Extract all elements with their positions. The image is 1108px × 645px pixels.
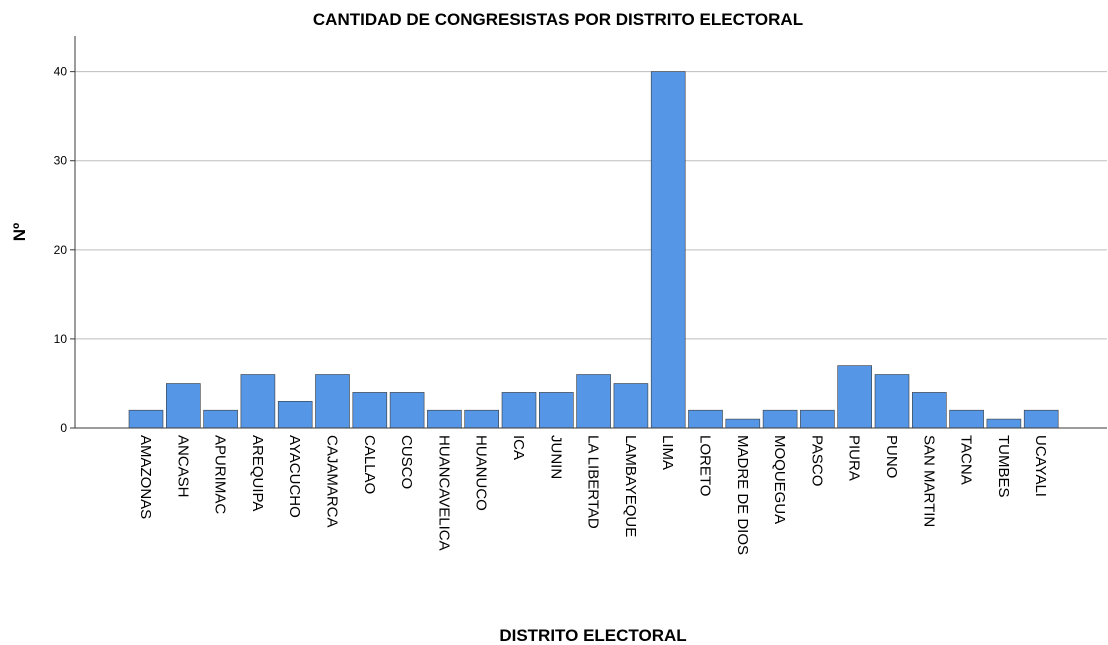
x-tick-label: CUSCO [398, 435, 415, 489]
x-tick-label: LIMA [659, 435, 676, 470]
x-tick-label: ANCASH [174, 435, 191, 498]
bar-loreto [688, 409, 723, 429]
x-tick-label: TACNA [958, 435, 975, 485]
x-tick-label: JUNIN [547, 435, 564, 479]
x-tick-label: HUANUCO [473, 435, 490, 511]
gridlines [75, 71, 1107, 340]
bar-cajamarca [315, 374, 350, 429]
bar-madre-de-dios [725, 418, 761, 429]
x-tick-label: TUMBES [995, 435, 1012, 498]
x-tick-label: CAJAMARCA [324, 435, 341, 528]
x-tick-labels: AMAZONAS ANCASH APURIMAC AREQUIPA AYACUCHO CA… [137, 435, 1049, 555]
x-tick-label: AMAZONAS [137, 435, 154, 519]
bar-pasco [800, 409, 835, 429]
x-tick-label: HUANCAVELICA [435, 435, 452, 551]
bar-lima [650, 71, 686, 429]
chart-title: CANTIDAD DE CONGRESISTAS POR DISTRITO EL… [313, 10, 803, 29]
bar-lambayeque [613, 383, 649, 429]
y-tick-label: 0 [60, 421, 67, 435]
x-tick-label: MADRE DE DIOS [734, 435, 751, 555]
y-axis-title: Nº [10, 223, 29, 242]
bar-puno [874, 374, 910, 429]
x-tick-label: PASCO [808, 435, 825, 486]
y-tick-label: 20 [54, 243, 68, 257]
x-tick-label: LAMBAYEQUE [622, 435, 639, 537]
bar-piura [837, 365, 873, 429]
bar-apurimac [203, 409, 238, 429]
x-tick-label: AREQUIPA [249, 435, 266, 511]
y-tick-label: 40 [54, 65, 68, 79]
bar-la-libertad [576, 374, 611, 429]
x-tick-label: AYACUCHO [286, 435, 303, 518]
y-tick-labels: 0 10 20 30 40 [54, 65, 75, 435]
x-tick-label: APURIMAC [212, 435, 229, 514]
bar-ancash [166, 383, 201, 429]
bar-ucayali [1023, 409, 1059, 429]
bar-ayacucho [277, 400, 313, 429]
bar-huancavelica [427, 409, 462, 429]
x-tick-label: LORETO [697, 435, 714, 496]
bar-tumbes [986, 418, 1022, 429]
x-tick-label: MOQUEGUA [771, 435, 788, 524]
bar-junin [538, 392, 574, 429]
y-tick-label: 30 [54, 154, 68, 168]
y-tick-label: 10 [54, 332, 68, 346]
bar-ica [501, 392, 537, 429]
x-tick-label: ICA [510, 435, 527, 460]
x-axis-title: DISTRITO ELECTORAL [499, 626, 686, 645]
x-tick-label: CALLAO [361, 435, 378, 494]
bar-arequipa [240, 374, 276, 429]
bar-cusco [389, 392, 425, 429]
bar-san-martin [911, 392, 947, 429]
x-tick-label: PIURA [846, 435, 863, 481]
bar-tacna [949, 409, 984, 429]
x-tick-label: SAN MARTIN [920, 435, 937, 527]
bar-amazonas [128, 409, 164, 429]
bar-moquegua [762, 409, 798, 429]
x-tick-label: UCAYALI [1032, 435, 1049, 497]
x-tick-label: LA LIBERTAD [585, 435, 602, 529]
bar-huanuco [464, 409, 500, 429]
bars [128, 71, 1059, 429]
x-tick-label: PUNO [883, 435, 900, 478]
bar-callao [352, 392, 388, 429]
